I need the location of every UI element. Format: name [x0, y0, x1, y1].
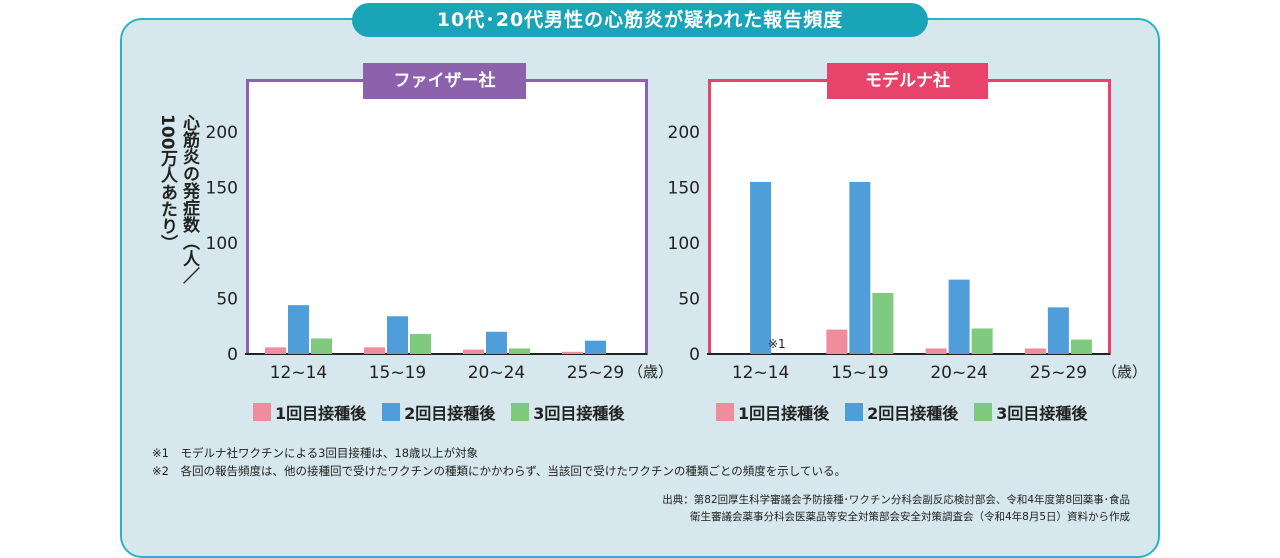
bar-1 — [1024, 348, 1046, 354]
legend-label: 2回目接種後 — [404, 404, 496, 423]
bar-2 — [387, 316, 408, 354]
bar-1 — [562, 351, 583, 354]
note-2: ※2 各回の報告頻度は、他の接種回で受けたワクチンの種類にかかわらず、当該回で受… — [152, 464, 846, 478]
bar-1 — [265, 347, 286, 354]
legend-item-dose2: 2回目接種後 — [382, 400, 495, 424]
bar-1 — [925, 348, 947, 354]
moderna-legend: 1回目接種後 2回目接種後 3回目接種後 — [716, 400, 1103, 424]
legend-swatch-dose3 — [974, 403, 993, 421]
y-tick-label: 0 — [227, 345, 238, 365]
legend-item-dose1: 1回目接種後 — [253, 400, 366, 424]
y-tick-label: 0 — [689, 345, 700, 365]
y-tick-label: 200 — [668, 123, 700, 143]
legend-label: 1回目接種後 — [738, 404, 830, 423]
x-tick-label: 15~19 — [831, 363, 889, 383]
bar-1 — [364, 347, 385, 354]
source-line-2: 衛生審議会薬事分科会医薬品等安全対策部会安全対策調査会（令和4年8月5日）資料か… — [689, 511, 1130, 523]
bar-3 — [410, 334, 431, 354]
y-tick-label: 100 — [206, 234, 238, 254]
y-tick-label: 100 — [668, 234, 700, 254]
y-tick-label: 200 — [206, 123, 238, 143]
bar-2 — [486, 331, 507, 354]
x-tick-label: 20~24 — [930, 363, 988, 383]
moderna-chart-title: モデルナ社 — [827, 63, 988, 99]
x-tick-label: 15~19 — [369, 363, 427, 383]
bar-2 — [849, 181, 871, 354]
legend-item-dose1: 1回目接種後 — [716, 400, 829, 424]
x-tick-label: 12~14 — [270, 363, 328, 383]
page-title: 10代･20代男性の心筋炎が疑われた報告頻度 — [352, 3, 928, 37]
legend-swatch-dose1 — [253, 403, 271, 421]
bar-3 — [971, 328, 993, 354]
legend-swatch-dose2 — [845, 403, 864, 421]
bar-3 — [311, 338, 332, 354]
bar-2 — [750, 181, 772, 354]
legend-label: 2回目接種後 — [867, 404, 959, 423]
bar-2 — [585, 340, 606, 354]
legend-label: 3回目接種後 — [996, 404, 1088, 423]
y-tick-label: 150 — [668, 179, 700, 199]
legend-item-dose3: 3回目接種後 — [974, 400, 1087, 424]
pfizer-chart-title: ファイザー社 — [363, 63, 526, 99]
x-tick-label: 25~29 — [567, 363, 625, 383]
legend-swatch-dose3 — [511, 403, 530, 421]
legend-swatch-dose2 — [382, 403, 401, 421]
legend-label: 3回目接種後 — [533, 404, 625, 423]
legend-swatch-dose1 — [716, 403, 734, 421]
footnote-marker: ※1 — [768, 337, 786, 351]
x-tick-label: 25~29 — [1030, 363, 1088, 383]
y-tick-label: 150 — [206, 179, 238, 199]
bar-3 — [509, 348, 530, 354]
bar-2 — [1047, 307, 1069, 354]
x-axis-unit: （歳） — [628, 363, 673, 381]
bar-3 — [1070, 339, 1092, 354]
y-axis-title: 心筋炎の発症数（人／100万人あたり） — [157, 114, 199, 284]
x-tick-label: 20~24 — [468, 363, 526, 383]
pfizer-legend: 1回目接種後 2回目接種後 3回目接種後 — [253, 400, 640, 424]
bar-2 — [948, 279, 970, 354]
legend-item-dose2: 2回目接種後 — [845, 400, 958, 424]
y-tick-label: 50 — [678, 290, 700, 310]
note-1: ※1 モデルナ社ワクチンによる3回目接種は、18歳以上が対象 — [152, 446, 479, 460]
moderna-chart-frame — [708, 79, 1111, 355]
bar-3 — [872, 292, 894, 354]
bar-2 — [288, 305, 309, 354]
y-tick-label: 50 — [216, 290, 238, 310]
bar-1 — [463, 349, 484, 354]
bar-1 — [826, 329, 848, 354]
legend-label: 1回目接種後 — [275, 404, 367, 423]
source-line-1: 出典：第82回厚生科学審議会予防接種･ワクチン分科会副反応検討部会、令和4年度第… — [662, 494, 1130, 506]
x-tick-label: 12~14 — [732, 363, 790, 383]
x-axis-unit: （歳） — [1102, 363, 1147, 381]
legend-item-dose3: 3回目接種後 — [511, 400, 624, 424]
pfizer-chart-frame — [246, 79, 648, 355]
